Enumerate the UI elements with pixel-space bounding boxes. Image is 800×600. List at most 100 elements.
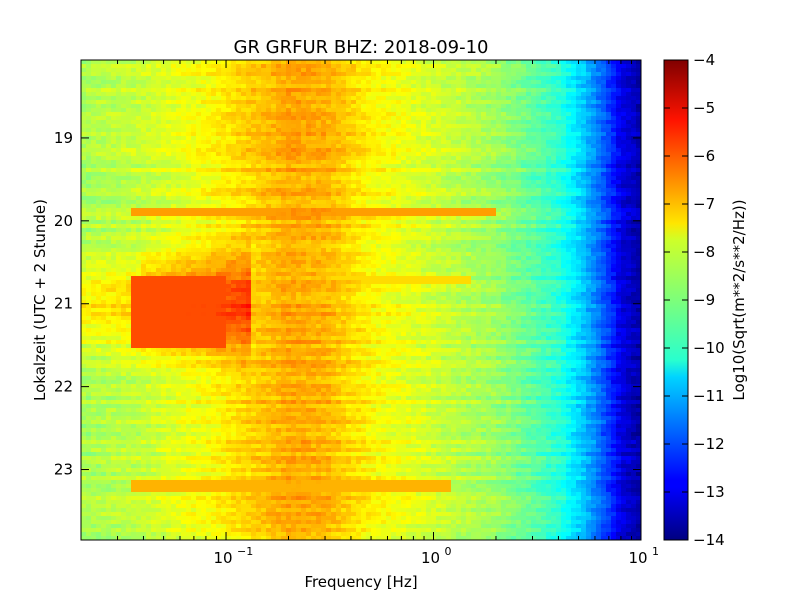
heatmap-cell	[201, 120, 207, 125]
heatmap-cell	[441, 72, 447, 77]
heatmap-cell	[116, 172, 122, 177]
heatmap-cell	[126, 92, 132, 97]
heatmap-cell	[281, 204, 287, 209]
heatmap-cell	[341, 60, 347, 65]
heatmap-cell	[291, 192, 297, 197]
heatmap-cell	[636, 80, 641, 85]
heatmap-cell	[146, 116, 152, 121]
heatmap-cell	[116, 120, 122, 125]
heatmap-cell	[511, 196, 517, 201]
heatmap-cell	[231, 200, 237, 205]
heatmap-cell	[526, 164, 532, 169]
heatmap-cell	[486, 216, 492, 221]
heatmap-cell	[171, 88, 177, 93]
heatmap-cell	[591, 84, 597, 89]
heatmap-cell	[256, 168, 262, 173]
heatmap-cell	[631, 180, 637, 185]
heatmap-cell	[451, 136, 457, 141]
heatmap-cell	[311, 128, 317, 133]
heatmap-cell	[486, 128, 492, 133]
heatmap-cell	[476, 80, 482, 85]
heatmap-cell	[176, 144, 182, 149]
heatmap-cell	[441, 140, 447, 145]
heatmap-cell	[291, 140, 297, 145]
heatmap-cell	[441, 144, 447, 149]
heatmap-cell	[586, 68, 592, 73]
heatmap-cell	[216, 64, 222, 69]
heatmap-cell	[206, 164, 212, 169]
heatmap-cell	[516, 168, 522, 173]
heatmap-cell	[176, 84, 182, 89]
heatmap-cell	[276, 88, 282, 93]
heatmap-cell	[321, 120, 327, 125]
heatmap-cell	[306, 172, 312, 177]
heatmap-cell	[501, 64, 507, 69]
heatmap-cell	[236, 232, 242, 237]
heatmap-cell	[206, 188, 212, 193]
heatmap-cell	[356, 192, 362, 197]
heatmap-cell	[551, 232, 557, 237]
heatmap-cell	[276, 100, 282, 105]
heatmap-cell	[476, 136, 482, 141]
heatmap-cell	[101, 64, 107, 69]
heatmap-cell	[306, 112, 312, 117]
heatmap-cell	[191, 200, 197, 205]
heatmap-cell	[381, 196, 387, 201]
heatmap-cell	[586, 228, 592, 233]
heatmap-cell	[521, 204, 527, 209]
heatmap-cell	[86, 108, 92, 113]
heatmap-cell	[121, 148, 127, 153]
heatmap-cell	[466, 168, 472, 173]
heatmap-cell	[506, 112, 512, 117]
heatmap-cell	[321, 220, 327, 225]
heatmap-cell	[491, 208, 497, 213]
heatmap-cell	[91, 152, 97, 157]
heatmap-cell	[626, 172, 632, 177]
heatmap-cell	[246, 184, 252, 189]
heatmap-cell	[471, 200, 477, 205]
heatmap-cell	[321, 184, 327, 189]
heatmap-cell	[261, 152, 267, 157]
heatmap-cell	[91, 200, 97, 205]
heatmap-cell	[231, 84, 237, 89]
heatmap-cell	[171, 160, 177, 165]
heatmap-cell	[131, 76, 137, 81]
heatmap-cell	[181, 200, 187, 205]
heatmap-cell	[326, 140, 332, 145]
heatmap-cell	[311, 224, 317, 229]
heatmap-cell	[151, 236, 157, 241]
heatmap-cell	[96, 144, 102, 149]
heatmap-cell	[581, 184, 587, 189]
heatmap-cell	[101, 160, 107, 165]
heatmap-cell	[511, 212, 517, 217]
heatmap-cell	[106, 224, 112, 229]
heatmap-cell	[386, 88, 392, 93]
heatmap-cell	[461, 76, 467, 81]
heatmap-cell	[576, 96, 582, 101]
heatmap-cell	[446, 136, 452, 141]
heatmap-cell	[146, 92, 152, 97]
heatmap-cell	[206, 200, 212, 205]
heatmap-cell	[441, 208, 447, 213]
heatmap-cell	[496, 72, 502, 77]
heatmap-cell	[256, 136, 262, 141]
heatmap-cell	[501, 96, 507, 101]
heatmap-cell	[366, 112, 372, 117]
heatmap-cell	[506, 108, 512, 113]
heatmap-cell	[521, 192, 527, 197]
heatmap-cell	[561, 164, 567, 169]
heatmap-cell	[616, 124, 622, 129]
heatmap-cell	[151, 224, 157, 229]
heatmap-cell	[331, 68, 337, 73]
heatmap-cell	[86, 228, 92, 233]
heatmap-cell	[131, 132, 137, 137]
heatmap-cell	[636, 212, 641, 217]
heatmap-cell	[156, 188, 162, 193]
heatmap-cell	[541, 144, 547, 149]
heatmap-cell	[456, 200, 462, 205]
heatmap-cell	[561, 92, 567, 97]
heatmap-cell	[161, 92, 167, 97]
heatmap-cell	[301, 184, 307, 189]
heatmap-cell	[306, 88, 312, 93]
heatmap-cell	[101, 140, 107, 145]
